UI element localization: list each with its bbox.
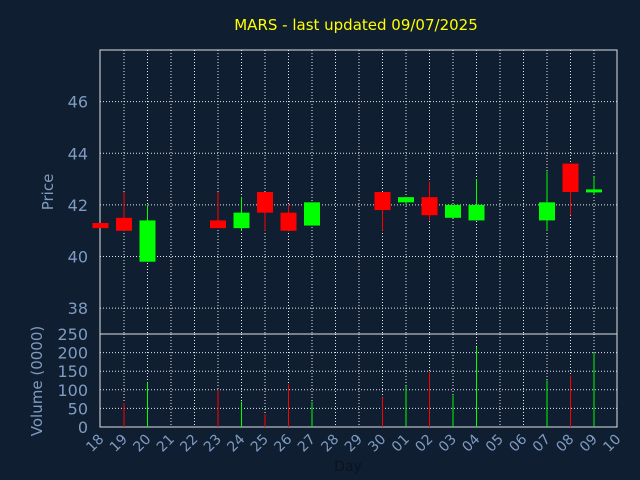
volume-plot-area (99, 333, 618, 428)
candle-body (257, 192, 273, 213)
candle (233, 197, 250, 231)
candle-body (139, 220, 156, 262)
price-tick-label: 44 (68, 144, 88, 163)
volume-axis-label: Volume (0000) (28, 326, 46, 436)
candle-body (421, 197, 438, 216)
x-tick-label: 02 (412, 432, 436, 456)
price-candles (92, 163, 602, 262)
candle (468, 179, 485, 221)
candle (539, 171, 555, 231)
candle (210, 192, 226, 229)
x-tick-label: 24 (224, 431, 248, 455)
x-tick-label: 07 (530, 432, 554, 456)
price-tick-label: 38 (68, 299, 88, 318)
x-axis-label: Day (334, 459, 362, 475)
x-tick-label: 10 (600, 432, 624, 456)
price-tick-label: 46 (68, 93, 88, 112)
candle-body (116, 217, 132, 231)
volume-tick-label: 150 (57, 362, 88, 381)
x-tick-label: 09 (577, 432, 601, 456)
candle (586, 176, 602, 195)
candle-body (539, 202, 555, 221)
volume-tick-label: 100 (57, 381, 88, 400)
x-tick-label: 03 (436, 432, 460, 456)
volume-tick-label: 0 (78, 418, 88, 437)
x-tick-label: 04 (459, 431, 483, 455)
candle-body (374, 192, 391, 211)
x-tick-label: 20 (130, 432, 154, 456)
x-tick-label: 21 (154, 432, 178, 456)
candle (257, 192, 273, 231)
candle (562, 163, 579, 216)
volume-tick-label: 250 (57, 325, 88, 344)
candle (304, 202, 320, 226)
candle (280, 204, 297, 231)
x-tick-label: 27 (295, 432, 319, 456)
x-tick-label: 01 (389, 432, 413, 456)
x-tick-label: 23 (201, 432, 225, 456)
price-axis-label: Price (39, 174, 57, 211)
candle-body (280, 212, 297, 231)
x-tick-label: 26 (271, 431, 295, 455)
x-tick-label: 29 (342, 432, 366, 456)
candle-body (468, 204, 485, 221)
candle-body (92, 222, 109, 229)
candle-body (445, 204, 461, 218)
price-tick-label: 40 (68, 248, 88, 267)
candle-body (398, 197, 414, 203)
volume-tick-label: 50 (68, 399, 88, 418)
candle-body (586, 189, 602, 193)
x-axis-ticks: 18 19 20 21 22 23 24 25 26 27 28 29 30 01 02 03 04 05 06 07… (83, 431, 624, 455)
candle (116, 192, 132, 231)
volume-tick-label: 200 (57, 344, 88, 363)
x-tick-label: 28 (318, 432, 342, 456)
candle-body (304, 202, 320, 226)
x-tick-label: 22 (177, 432, 201, 456)
x-tick-label: 08 (553, 432, 577, 456)
price-y-ticks: 38 40 42 44 46 (68, 93, 88, 319)
x-tick-label: 19 (107, 432, 131, 456)
candle (139, 204, 156, 262)
candle-body (210, 220, 226, 229)
volume-bars (123, 347, 595, 427)
candle-body (562, 163, 579, 192)
price-tick-label: 42 (68, 196, 88, 215)
x-tick-label: 30 (365, 432, 389, 456)
candle (398, 197, 414, 205)
candle (374, 192, 391, 231)
x-tick-label: 05 (483, 432, 507, 456)
chart-title: MARS - last updated 09/07/2025 (234, 16, 478, 34)
candle (421, 181, 438, 221)
candle (445, 204, 461, 218)
x-tick-label: 06 (506, 431, 530, 455)
candle-body (233, 212, 250, 229)
candle (92, 222, 109, 229)
x-tick-label: 25 (248, 432, 272, 456)
